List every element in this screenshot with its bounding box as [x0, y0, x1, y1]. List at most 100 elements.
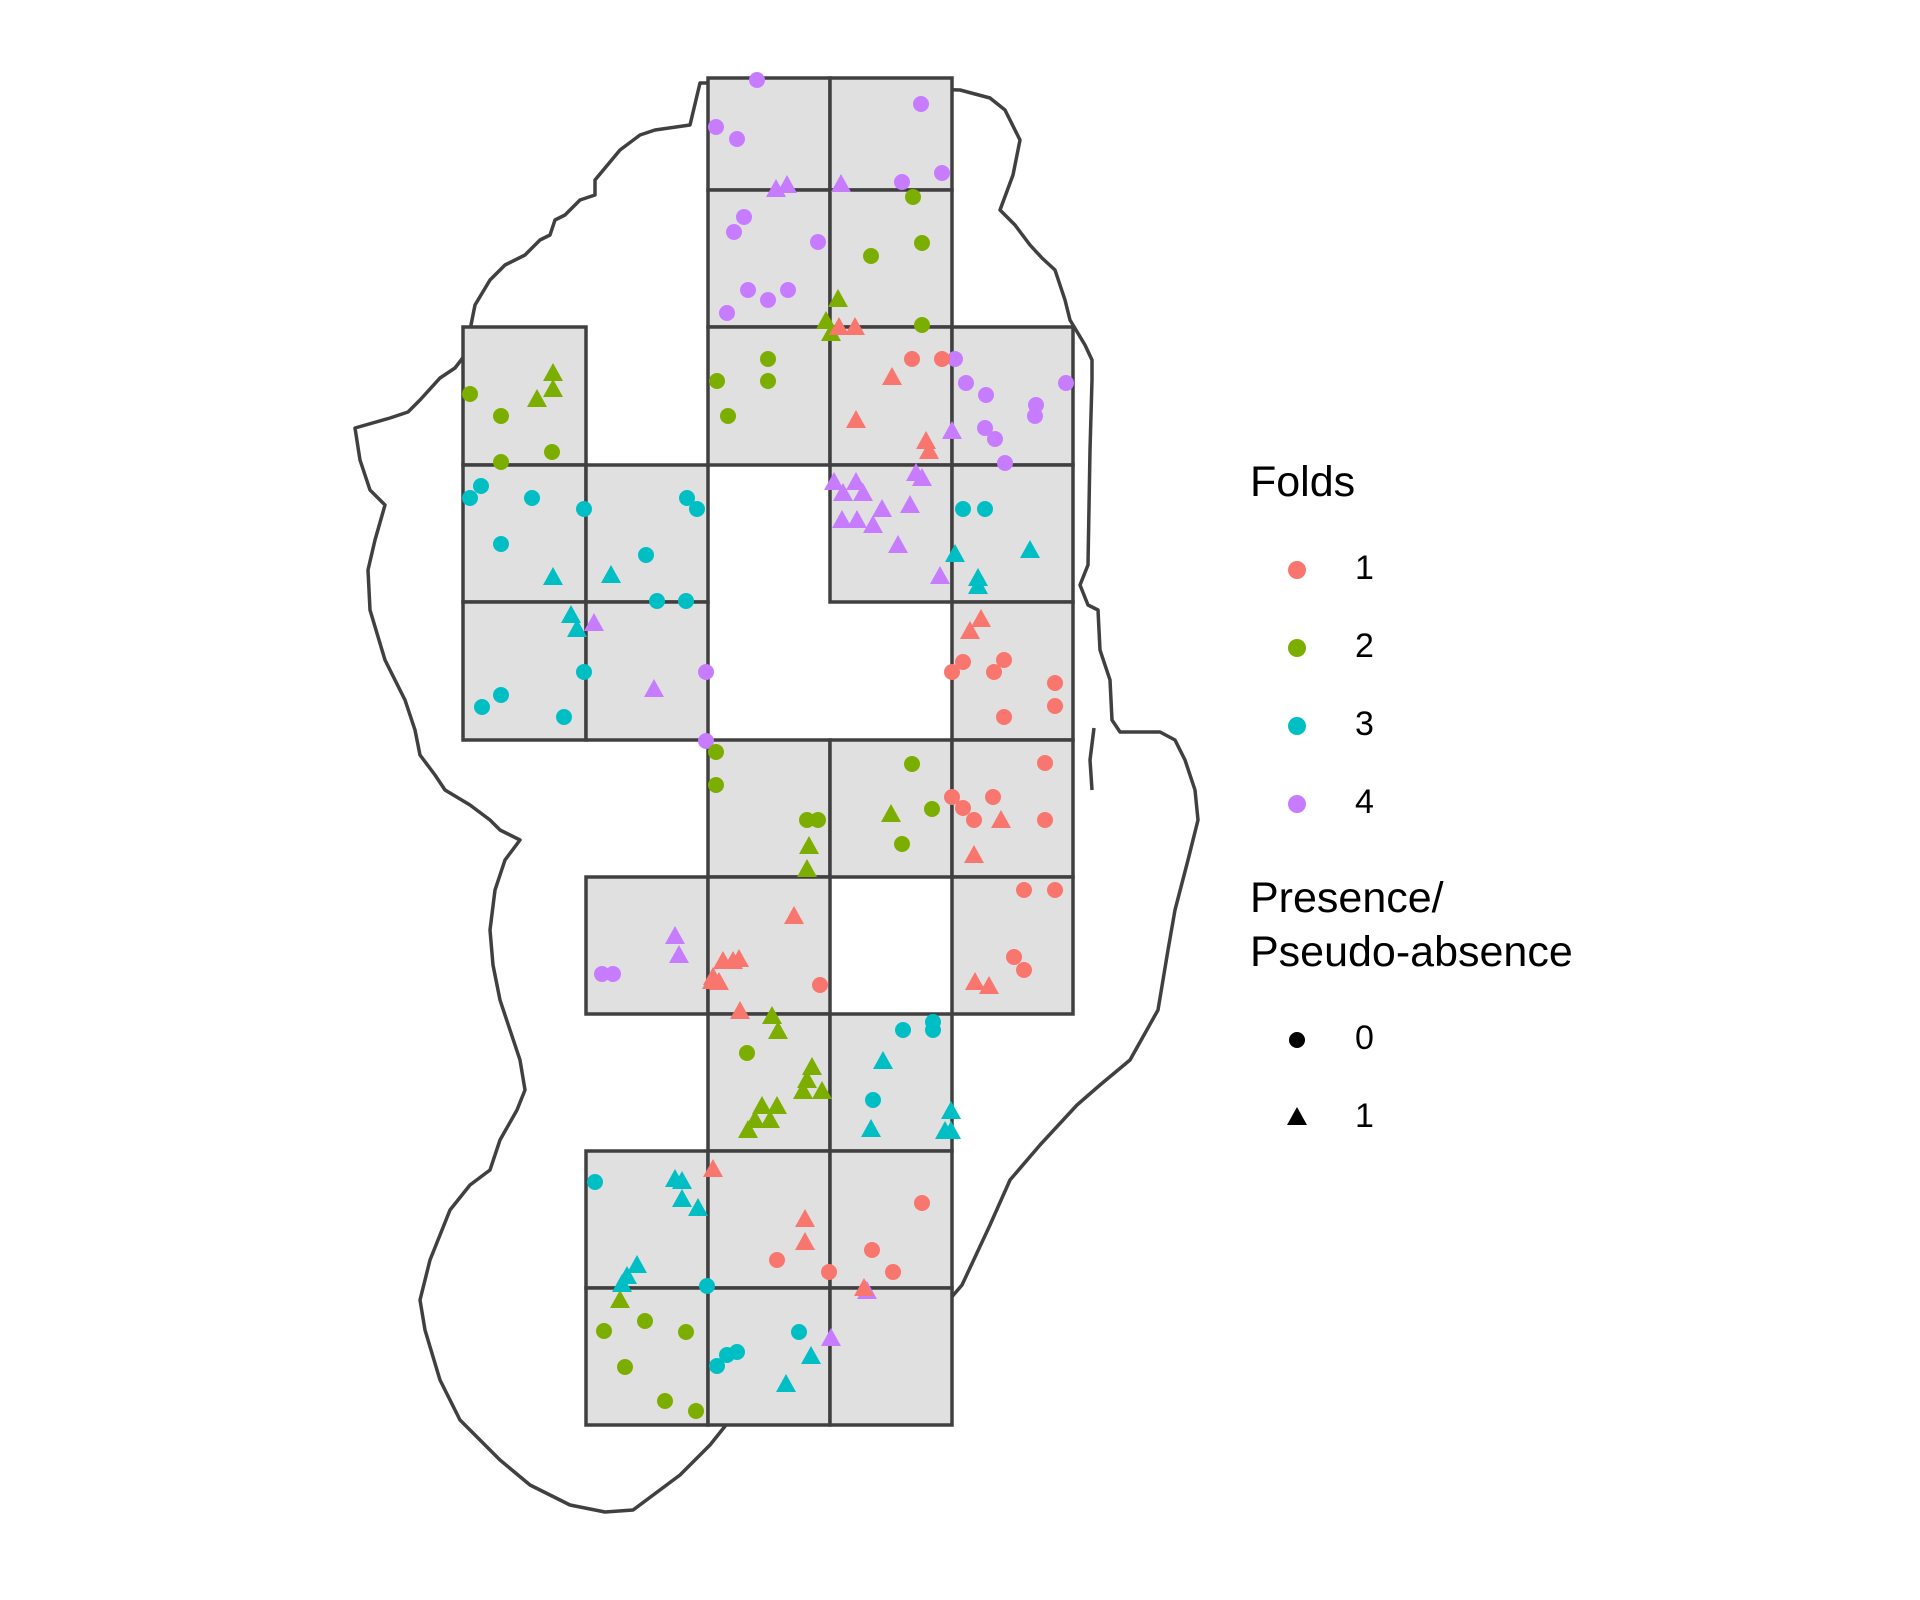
point-fold2-absence — [708, 744, 724, 760]
point-fold2-absence — [720, 408, 736, 424]
point-fold3-presence — [561, 605, 581, 623]
point-fold1-presence — [916, 431, 936, 449]
point-fold2-presence — [738, 1120, 758, 1138]
spatial-blocks — [461, 76, 1075, 1427]
point-fold4-absence — [913, 96, 929, 112]
legend-fold-4: 4 — [1250, 765, 1650, 843]
point-fold1-presence — [960, 621, 980, 639]
point-fold4-absence — [987, 431, 1003, 447]
point-fold4-absence — [726, 224, 742, 240]
point-fold3-absence — [977, 501, 993, 517]
point-fold3-presence — [672, 1189, 692, 1207]
point-fold3-presence — [688, 1198, 708, 1216]
point-fold3-absence — [576, 501, 592, 517]
point-fold3-absence — [865, 1092, 881, 1108]
spatial-block — [584, 1286, 710, 1427]
point-fold3-absence — [955, 501, 971, 517]
point-fold2-absence — [678, 1324, 694, 1340]
point-fold2-presence — [543, 363, 563, 381]
spatial-block — [950, 875, 1075, 1016]
point-fold1-absence — [885, 1264, 901, 1280]
point-fold4-absence — [977, 420, 993, 436]
point-fold4-presence — [669, 945, 689, 963]
point-fold1-absence — [1047, 675, 1063, 691]
spatial-block — [950, 463, 1075, 604]
point-fold2-absence — [708, 777, 724, 793]
point-fold1-absence — [1047, 698, 1063, 714]
point-fold1-absence — [955, 800, 971, 816]
point-fold2-presence — [760, 1110, 780, 1128]
point-fold1-presence — [991, 810, 1011, 828]
point-fold2-presence — [527, 389, 547, 407]
point-fold3-absence — [493, 687, 509, 703]
point-fold4-presence — [824, 472, 844, 490]
point-fold2-presence — [881, 804, 901, 822]
legend-presence-1: 1 — [1250, 1079, 1650, 1157]
point-fold1-absence — [821, 1264, 837, 1280]
point-fold2-absence — [493, 408, 509, 424]
point-fold3-presence — [601, 565, 621, 583]
spatial-block — [828, 76, 954, 192]
spatial-block — [828, 188, 954, 329]
point-fold4-absence — [997, 455, 1013, 471]
legend-fold-1-label: 1 — [1355, 549, 1374, 587]
point-fold3-absence — [493, 536, 509, 552]
point-fold3-absence — [678, 593, 694, 609]
point-fold1-presence — [965, 972, 985, 990]
spatial-block — [828, 1286, 954, 1427]
point-fold4-absence — [698, 733, 714, 749]
point-fold4-presence — [900, 495, 920, 513]
point-fold4-presence — [777, 175, 797, 193]
point-fold3-presence — [945, 544, 965, 562]
point-fold1-presence — [979, 976, 999, 994]
point-fold2-presence — [610, 1290, 630, 1308]
legend-fold-1: 1 — [1250, 531, 1650, 609]
spatial-block — [584, 875, 710, 1016]
point-fold4-absence — [978, 387, 994, 403]
legend-presence-1-key — [1287, 1107, 1307, 1125]
point-fold2-absence — [894, 836, 910, 852]
point-fold1-presence — [919, 441, 939, 459]
point-fold4-presence — [833, 483, 853, 501]
point-fold1-presence — [703, 1159, 723, 1177]
point-fold3-presence — [861, 1119, 881, 1137]
point-fold3-presence — [543, 567, 563, 585]
point-fold4-presence — [831, 174, 851, 192]
point-fold4-absence — [605, 966, 621, 982]
point-fold1-absence — [904, 351, 920, 367]
presence-legend-title: Presence/ Pseudo-absence — [1250, 874, 1573, 976]
folds-legend-title: Folds — [1250, 458, 1356, 506]
point-fold2-absence — [760, 373, 776, 389]
point-fold4-absence — [780, 282, 796, 298]
legend-fold-4-label: 4 — [1355, 783, 1374, 821]
point-fold4-absence — [594, 966, 610, 982]
point-fold1-absence — [944, 789, 960, 805]
point-fold2-presence — [752, 1096, 772, 1114]
point-fold1-presence — [882, 367, 902, 385]
point-fold3-absence — [791, 1324, 807, 1340]
point-fold2-absence — [904, 756, 920, 772]
point-fold4-absence — [749, 72, 765, 88]
point-fold4-presence — [832, 510, 852, 528]
point-fold2-absence — [493, 454, 509, 470]
point-fold1-presence — [829, 317, 849, 335]
point-fold4-presence — [665, 926, 685, 944]
legend-presence-0: 0 — [1250, 1001, 1650, 1079]
point-fold1-presence — [854, 1278, 874, 1296]
point-fold1-presence — [730, 1001, 750, 1019]
point-fold2-absence — [739, 1045, 755, 1061]
point-fold1-absence — [864, 1242, 880, 1258]
point-fold1-absence — [934, 351, 950, 367]
point-fold2-presence — [762, 1006, 782, 1024]
point-fold3-absence — [473, 478, 489, 494]
point-fold2-absence — [914, 317, 930, 333]
point-fold1-absence — [955, 654, 971, 670]
legend-fold-3-key — [1288, 717, 1306, 735]
point-fold4-absence — [740, 282, 756, 298]
point-fold4-absence — [719, 305, 735, 321]
point-fold3-absence — [474, 699, 490, 715]
point-fold1-absence — [1016, 962, 1032, 978]
point-fold3-absence — [699, 1278, 715, 1294]
spatial-block — [706, 738, 832, 879]
